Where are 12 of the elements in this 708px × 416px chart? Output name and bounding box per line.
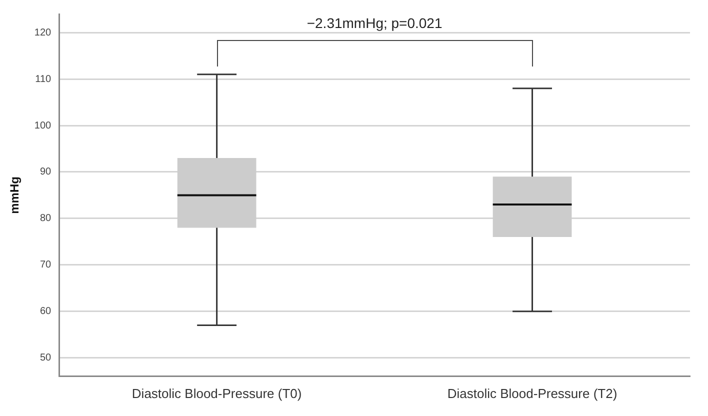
x-tick-label: Diastolic Blood-Pressure (T2) [447, 386, 618, 401]
y-tick-label: 100 [34, 120, 52, 132]
x-tick-label: Diastolic Blood-Pressure (T0) [132, 386, 302, 401]
y-tick-label: 90 [40, 166, 52, 178]
y-tick-label: 110 [35, 74, 52, 85]
y-tick-label: 80 [40, 213, 52, 224]
y-tick-label: 50 [40, 352, 52, 364]
y-tick-label: 120 [34, 27, 52, 38]
y-axis-title: mmHg [8, 176, 22, 214]
annotation: −2.31mmHg; p=0.021 [306, 14, 442, 31]
y-tick-label: 70 [40, 260, 52, 271]
y-tick-label: 60 [40, 306, 52, 318]
